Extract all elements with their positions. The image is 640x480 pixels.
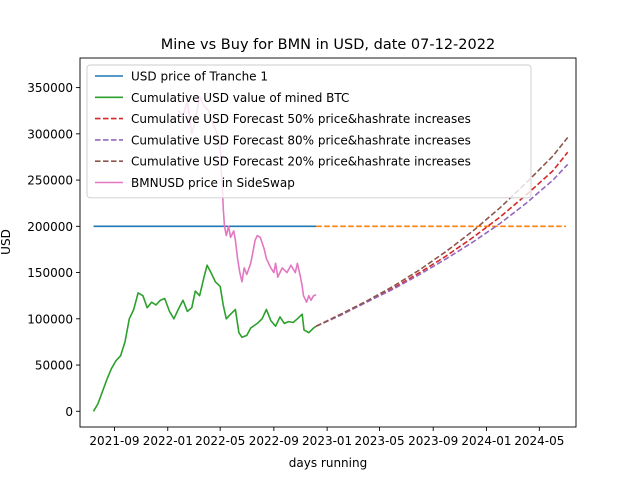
x-tick-label: 2021-09 [89,434,139,448]
y-tick-label: 150000 [27,266,73,280]
y-tick-label: 350000 [27,81,73,95]
series-line-3 [315,151,569,327]
legend: USD price of Tranche 1 Cumulative USD val… [86,64,532,199]
x-tick-label: 2023-09 [408,434,458,448]
legend-label: Cumulative USD Forecast 20% price&hashra… [131,155,471,169]
y-tick-label: 300000 [27,127,73,141]
legend-label: USD price of Tranche 1 [131,70,268,84]
y-tick-label: 0 [65,405,73,419]
x-tick-label: 2023-01 [302,434,352,448]
x-tick-label: 2022-05 [195,434,245,448]
series-layer [92,96,569,412]
y-tick-label: 250000 [27,174,73,188]
x-axis-label: days running [289,456,367,470]
legend-box [86,64,532,199]
y-tick-label: 200000 [27,220,73,234]
legend-label: Cumulative USD value of mined BTC [131,91,349,105]
x-tick-label: 2024-01 [461,434,511,448]
y-axis: 0 50000 100000 150000 200000 250000 300000 3500… [27,81,80,419]
x-axis: 2021-09 2022-01 2022-05 2022-09 2023-01 2023-… [89,427,564,448]
legend-label: Cumulative USD Forecast 50% price&hashra… [131,112,471,126]
series-line-5 [315,137,569,327]
legend-label: Cumulative USD Forecast 80% price&hashra… [131,133,471,147]
x-tick-label: 2024-05 [514,434,564,448]
plot-frame [79,57,577,428]
x-tick-label: 2023-05 [354,434,404,448]
series-line-4 [315,163,569,327]
series-line-2 [92,264,317,412]
y-axis-label: USD [0,229,13,255]
chart-title: Mine vs Buy for BMN in USD, date 07-12-2… [161,37,495,53]
x-tick-label: 2022-01 [143,434,193,448]
x-tick-label: 2022-09 [249,434,299,448]
y-tick-label: 100000 [27,312,73,326]
y-tick-label: 50000 [35,359,73,373]
legend-label: BMNUSD price in SideSwap [131,176,295,190]
